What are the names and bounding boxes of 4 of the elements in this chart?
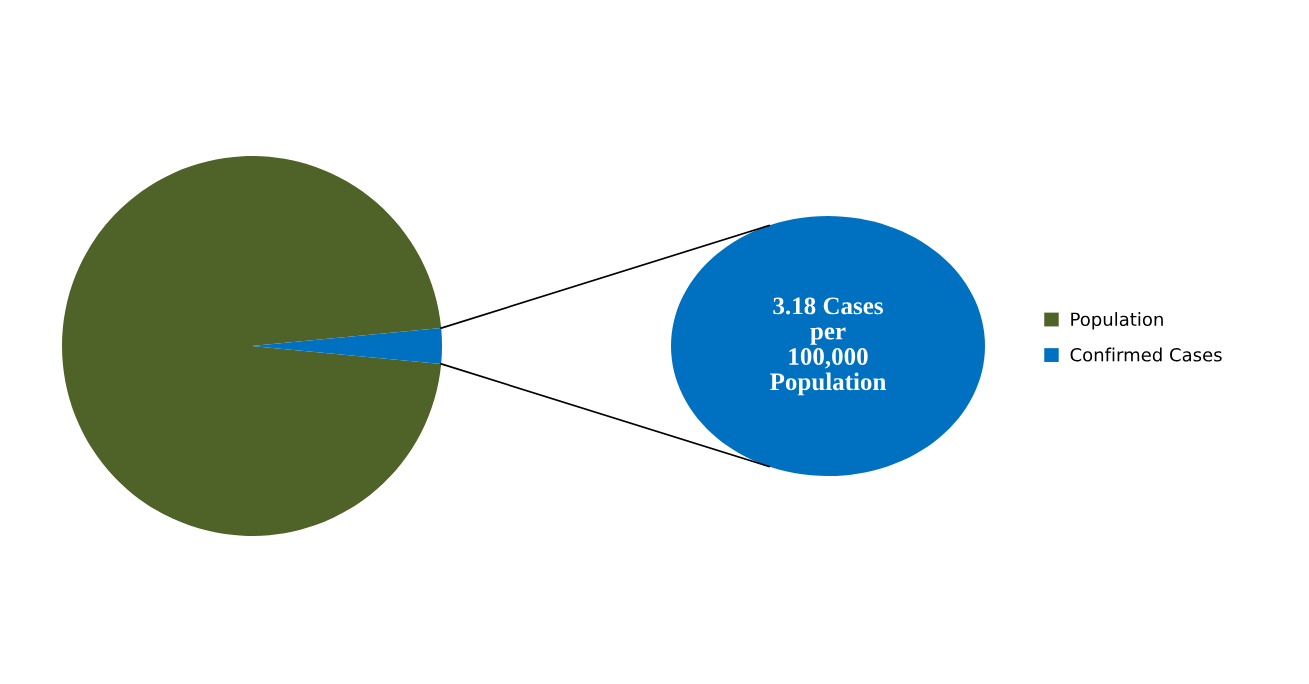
legend-label: Confirmed Cases bbox=[1070, 347, 1222, 362]
text: 3.18 Cases per 100,000 Population bbox=[770, 297, 886, 396]
pie-slice bbox=[62, 156, 442, 536]
legend-label: Population bbox=[1071, 312, 1163, 330]
